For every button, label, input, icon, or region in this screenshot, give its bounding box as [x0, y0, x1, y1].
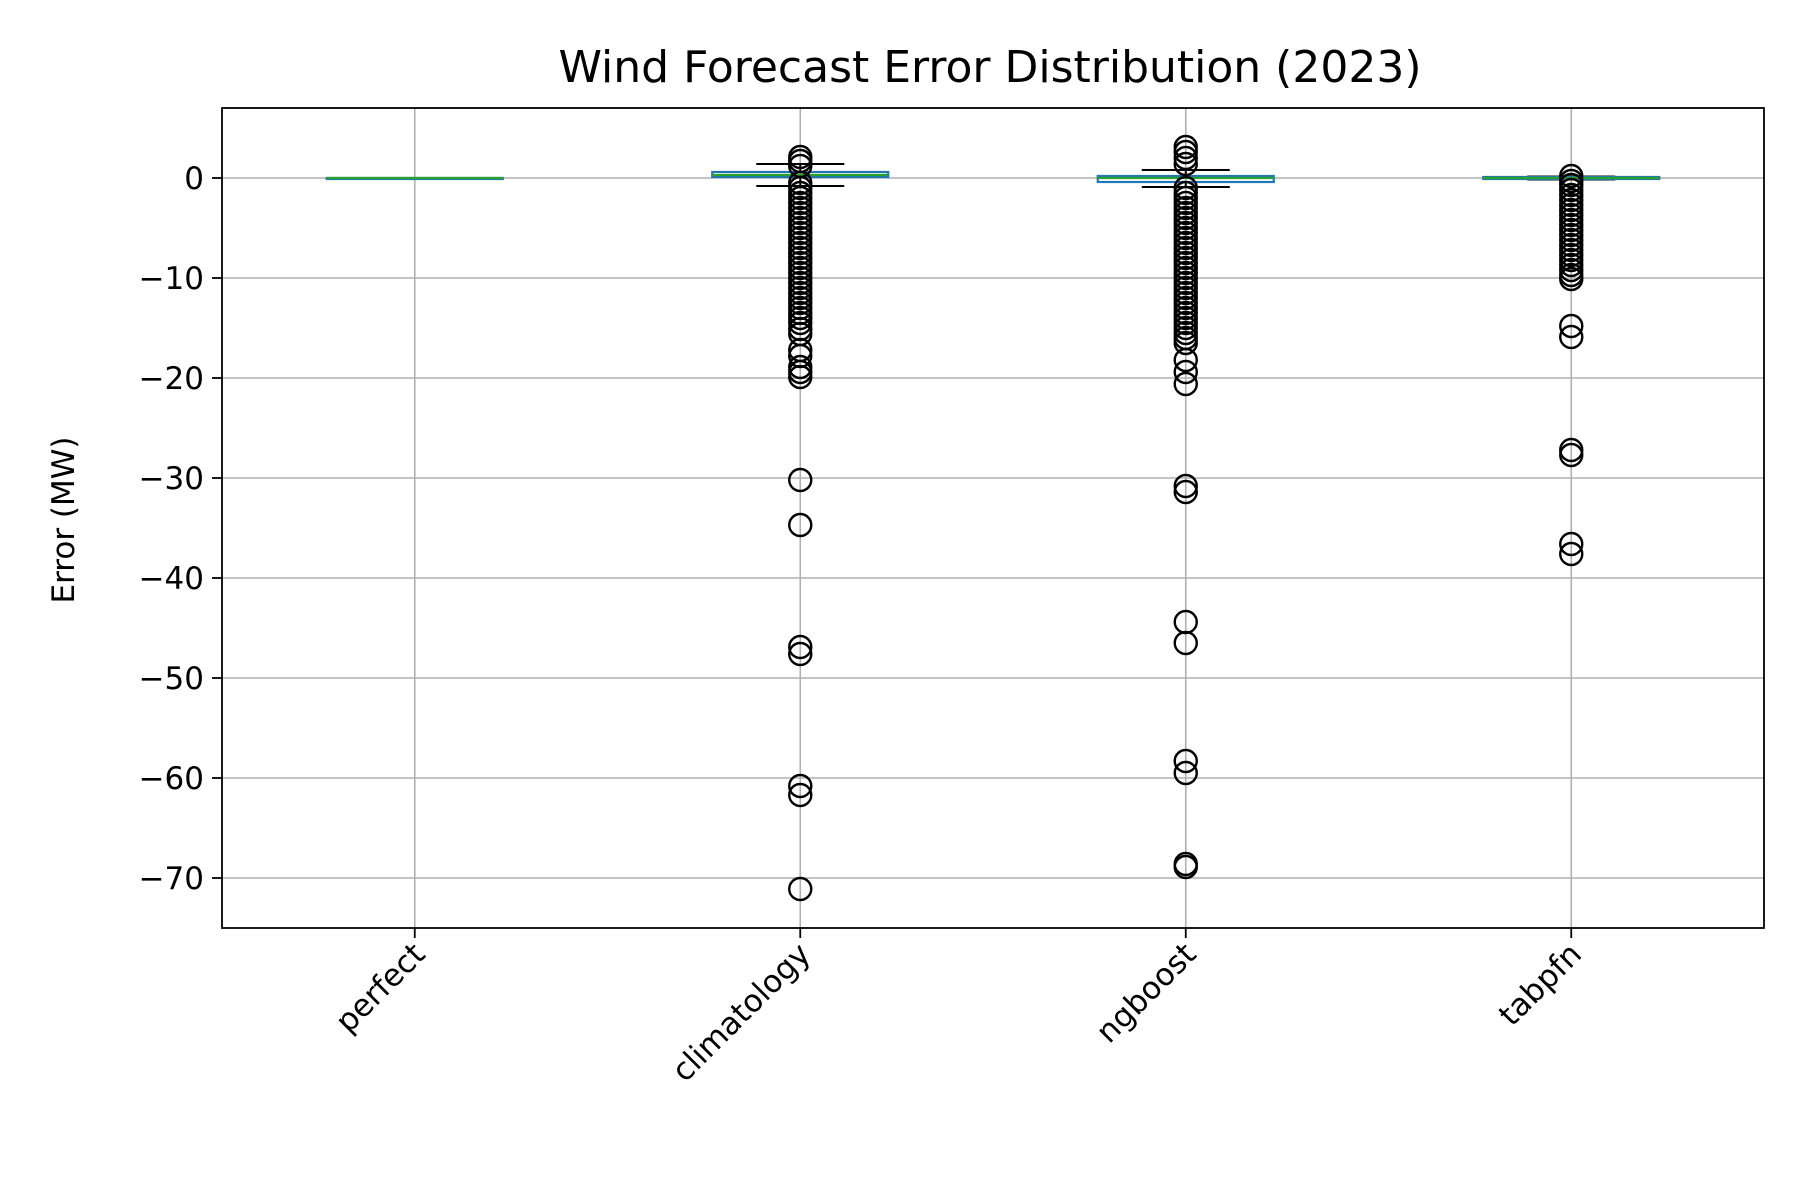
flier-point — [788, 364, 813, 390]
flier-point — [1559, 324, 1584, 350]
flier-point — [1173, 359, 1198, 385]
tick-layer: 0 −10 −20 −30 −40 −50 −60 −70 perfect climatology… — [139, 161, 1589, 1089]
flier-point — [1173, 330, 1198, 356]
flier-point — [788, 634, 813, 660]
flier-point — [1559, 313, 1584, 339]
flier-point — [1173, 748, 1198, 774]
y-tick-label: 0 — [184, 161, 204, 197]
flier-point — [788, 773, 813, 799]
x-tick-label: climatology — [665, 936, 818, 1089]
flier-point — [1173, 371, 1198, 397]
y-tick-label: −60 — [139, 761, 204, 797]
grid-layer — [222, 108, 1764, 928]
flier-point — [788, 641, 813, 667]
y-tick-label: −70 — [139, 861, 204, 897]
flier-point — [788, 782, 813, 808]
flier-point — [1173, 145, 1198, 171]
x-tick-label: ngboost — [1089, 936, 1203, 1050]
flier-point — [1173, 479, 1198, 505]
flier-point — [1559, 442, 1584, 468]
box-layer — [325, 163, 1661, 188]
y-tick-label: −40 — [139, 561, 204, 597]
box-ngboost — [1096, 169, 1275, 188]
flier-point — [1173, 347, 1198, 373]
y-axis-label: Error (MW) — [46, 436, 82, 603]
flier-point — [1173, 630, 1198, 656]
flier-point — [1173, 151, 1198, 177]
flier-point — [788, 512, 813, 538]
flier-point — [1173, 139, 1198, 165]
x-tick-label: perfect — [329, 936, 433, 1040]
y-tick-label: −30 — [139, 461, 204, 497]
y-tick-label: −50 — [139, 661, 204, 697]
chart-title: Wind Forecast Error Distribution (2023) — [559, 42, 1422, 93]
y-tick-label: −10 — [139, 261, 204, 297]
flier-point — [1559, 541, 1584, 567]
plot-frame — [221, 107, 1765, 929]
flier-point — [788, 310, 813, 336]
flier-layer — [788, 134, 1584, 902]
y-tick-label: −20 — [139, 361, 204, 397]
x-tick-label: tabpfn — [1492, 936, 1589, 1033]
flier-point — [788, 467, 813, 493]
flier-point — [1559, 531, 1584, 557]
flier-point — [1173, 760, 1198, 786]
flier-point — [788, 876, 813, 902]
flier-point — [1559, 266, 1584, 292]
flier-point — [1173, 854, 1198, 880]
flier-point — [1173, 473, 1198, 499]
box-perfect — [325, 176, 504, 181]
